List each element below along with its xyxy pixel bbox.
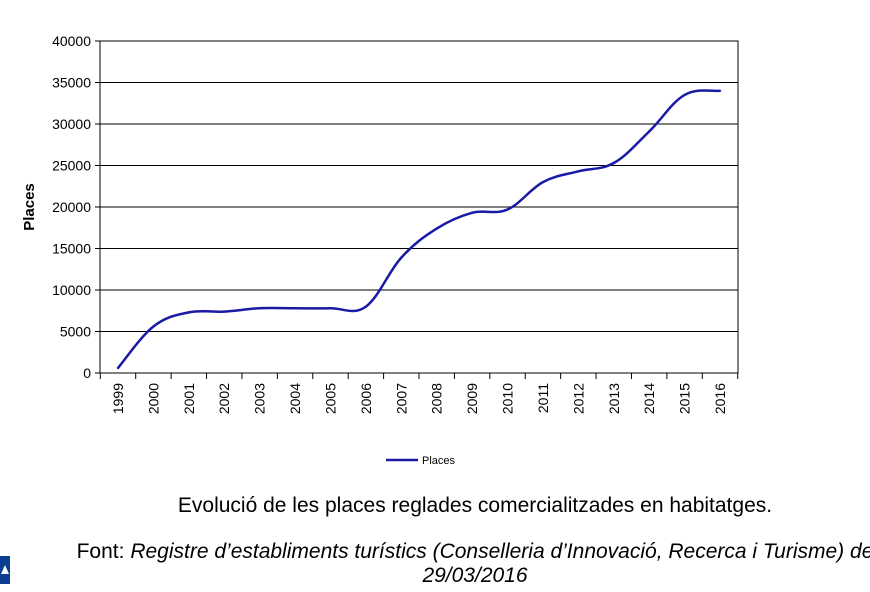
y-tick-label: 40000 [52,33,91,49]
data-point-2010 [506,208,509,211]
x-tick-label: 2011 [535,383,551,413]
x-tick-label: 1999 [110,383,126,414]
data-point-2000 [152,325,155,328]
data-point-2007 [400,256,403,259]
y-tick-label: 35000 [52,75,91,91]
legend-label-places: Places [422,455,456,467]
data-point-2012 [577,170,580,173]
data-point-2015 [683,93,686,97]
x-tick-label: 2003 [252,383,268,414]
x-tick-label: 2000 [145,383,161,414]
data-point-2011 [541,180,545,184]
y-tick-label: 20000 [52,199,91,215]
source-prefix: Font: [76,540,125,563]
line-chart: 0 5000 10000 15000 20000 25000 30000 35000 40000… [21,33,739,467]
x-tick-label: 2008 [429,383,445,414]
source-citation: Registre d’establiments turístics (Conse… [130,540,870,587]
y-tick-label: 5000 [60,324,91,340]
data-point-2014 [647,130,651,133]
x-tick-label: 2001 [181,383,197,414]
x-tick-label: 2005 [322,383,338,414]
x-tick-label: 2010 [500,383,516,414]
y-tick-label: 15000 [52,241,91,257]
y-tick-label: 25000 [52,158,91,174]
data-point-2004 [293,307,297,310]
data-point-2005 [329,307,332,310]
data-point-2006 [364,305,368,308]
chart-caption-source: Font: Registre d’establiments turístics … [40,540,870,588]
x-tick-label: 2012 [570,383,586,414]
data-point-2008 [435,227,438,230]
data-point-2009 [470,211,474,215]
x-tick-label: 2013 [606,383,622,414]
y-tick-label: 0 [83,365,91,381]
y-tick-label: 30000 [52,116,91,132]
y-tick-label: 10000 [52,282,91,298]
x-tick-label: 2002 [216,383,232,414]
x-tick-label: 2007 [393,383,409,414]
corner-logo-icon [0,556,10,584]
data-point-1999 [116,366,120,370]
data-point-2003 [258,307,261,310]
series-line-places [117,89,721,369]
x-tick-label: 2014 [641,383,657,414]
x-tick-label: 2016 [712,383,728,414]
y-axis-label: Places [21,183,38,231]
x-tick-label: 2006 [358,383,374,414]
x-tick-label: 2004 [287,383,303,414]
data-point-2002 [223,310,226,313]
chart-caption-title: Evolució de les places reglades comercia… [177,494,773,517]
x-tick-label: 2015 [677,383,693,414]
data-point-2016 [718,89,722,93]
data-point-2001 [187,311,191,314]
x-tick-label: 2009 [464,383,480,414]
data-point-2013 [612,161,615,165]
